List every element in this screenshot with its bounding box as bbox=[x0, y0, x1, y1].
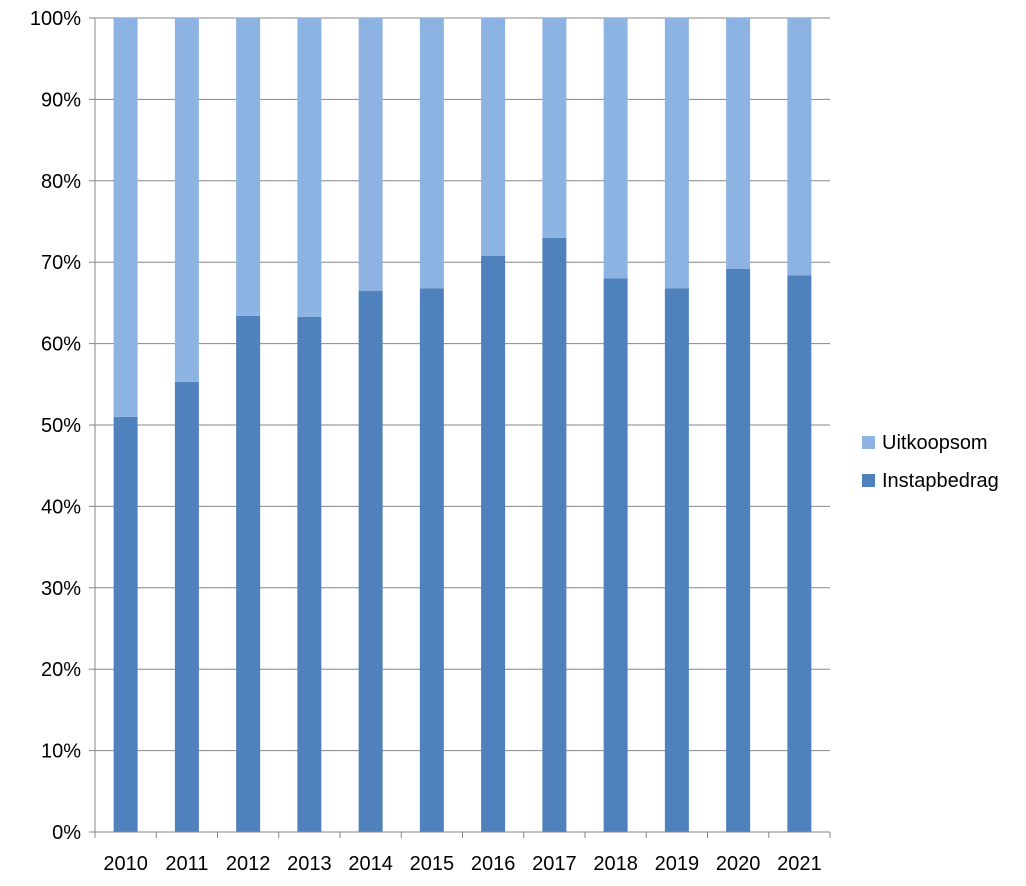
x-tick-label: 2012 bbox=[226, 853, 271, 875]
bar-instapbedrag bbox=[297, 316, 322, 832]
bar-instapbedrag bbox=[481, 255, 506, 833]
y-tick-label: 100% bbox=[30, 8, 81, 30]
x-tick-label: 2020 bbox=[716, 853, 761, 875]
axes bbox=[89, 17, 831, 838]
x-tick-label: 2018 bbox=[593, 853, 638, 875]
y-tick-label: 90% bbox=[41, 89, 81, 111]
x-tick-label: 2019 bbox=[655, 853, 700, 875]
y-tick-label: 30% bbox=[41, 578, 81, 600]
bar-instapbedrag bbox=[787, 275, 812, 832]
x-tick-label: 2016 bbox=[471, 853, 516, 875]
x-tick-label: 2010 bbox=[103, 853, 148, 875]
legend-swatch bbox=[862, 474, 875, 487]
y-tick-label: 0% bbox=[52, 822, 81, 844]
y-tick-label: 10% bbox=[41, 741, 81, 763]
bar-uitkoopsom bbox=[542, 18, 567, 238]
x-tick-label: 2017 bbox=[532, 853, 577, 875]
bar-instapbedrag bbox=[236, 315, 261, 832]
x-tick-label: 2013 bbox=[287, 853, 332, 875]
bar-uitkoopsom bbox=[726, 18, 751, 269]
bar-instapbedrag bbox=[603, 278, 628, 833]
bar-uitkoopsom bbox=[664, 18, 689, 289]
y-tick-label: 50% bbox=[41, 415, 81, 437]
legend-swatch bbox=[862, 436, 875, 449]
bar-uitkoopsom bbox=[603, 18, 628, 279]
y-tick-labels: 0% 10% 20% 30% 40% 50% 60% 70% 80% 90% 100% bbox=[30, 8, 81, 844]
x-tick-label: 2021 bbox=[777, 853, 822, 875]
x-tick-label: 2015 bbox=[410, 853, 455, 875]
bar-uitkoopsom bbox=[358, 18, 383, 291]
x-tick-labels: 2010 2011 2012 2013 2014 2015 2016 2017 2018 2019… bbox=[103, 853, 821, 875]
bars bbox=[113, 18, 812, 833]
y-tick-label: 20% bbox=[41, 659, 81, 681]
x-tick-label: 2014 bbox=[348, 853, 393, 875]
bar-instapbedrag bbox=[726, 268, 751, 832]
bar-uitkoopsom bbox=[787, 18, 812, 276]
bar-uitkoopsom bbox=[481, 18, 506, 256]
legend-label: Uitkoopsom bbox=[882, 432, 988, 454]
bar-uitkoopsom bbox=[236, 18, 261, 316]
x-tick-label: 2011 bbox=[165, 853, 208, 875]
legend-label: Instapbedrag bbox=[882, 470, 999, 492]
gridlines bbox=[95, 17, 830, 752]
legend: Uitkoopsom Instapbedrag bbox=[862, 432, 999, 492]
y-tick-label: 70% bbox=[41, 252, 81, 274]
bar-instapbedrag bbox=[174, 381, 199, 832]
bar-instapbedrag bbox=[664, 288, 689, 832]
bar-instapbedrag bbox=[419, 288, 444, 832]
bar-instapbedrag bbox=[113, 416, 138, 832]
y-tick-label: 40% bbox=[41, 496, 81, 518]
bar-uitkoopsom bbox=[419, 18, 444, 289]
bar-uitkoopsom bbox=[174, 18, 199, 382]
bar-uitkoopsom bbox=[113, 18, 138, 417]
bar-uitkoopsom bbox=[297, 18, 322, 317]
bar-instapbedrag bbox=[542, 237, 567, 832]
bar-instapbedrag bbox=[358, 290, 383, 832]
y-tick-label: 60% bbox=[41, 334, 81, 356]
y-tick-label: 80% bbox=[41, 171, 81, 193]
